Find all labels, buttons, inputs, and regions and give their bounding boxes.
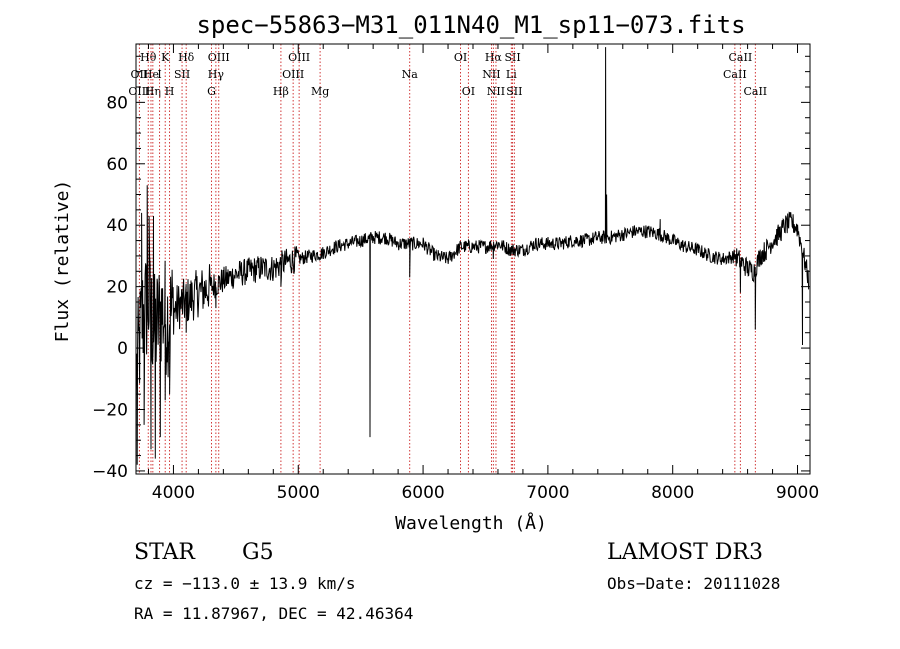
- x-tick-label: 5000: [277, 483, 320, 503]
- line-label: OI: [454, 51, 467, 64]
- line-label: SII: [174, 68, 190, 81]
- y-tick-label: −40: [92, 462, 128, 482]
- object-type: STAR: [134, 540, 195, 565]
- line-label: H: [165, 85, 175, 98]
- y-tick-label: −20: [92, 401, 128, 421]
- y-tick-label: 80: [106, 93, 128, 113]
- line-label: OIII: [208, 51, 230, 64]
- line-label: OI: [462, 85, 475, 98]
- chart-title: spec−55863−M31_011N40_M1_sp11−073.fits: [196, 11, 745, 39]
- y-tick-label: 20: [106, 278, 128, 298]
- line-label: Hβ: [273, 85, 289, 98]
- x-tick-label: 8000: [651, 483, 694, 503]
- line-label: OIII: [282, 68, 304, 81]
- y-tick-label: 60: [106, 155, 128, 175]
- line-label: Hγ: [208, 68, 225, 81]
- line-label: NII: [482, 68, 500, 81]
- sky-coordinates: RA = 11.87967, DEC = 42.46364: [134, 604, 414, 623]
- line-label: NII: [487, 85, 505, 98]
- line-label: CaII: [743, 85, 767, 98]
- y-tick-label: 0: [117, 339, 128, 359]
- axis-ticks: 4000 5000 6000 7000 8000 9000 −40 −20 0 20 40 60 80: [92, 44, 819, 503]
- line-label: SII: [506, 85, 522, 98]
- survey-name: LAMOST DR3: [607, 540, 763, 565]
- emission-line-markers: Hθ OII OIII He Hη K HI SII Hδ OIII Hγ G Hβ OIII OIII Mg…: [128, 44, 767, 474]
- plot-frame: [135, 43, 811, 475]
- x-tick-label: 7000: [526, 483, 569, 503]
- line-label: Mg: [311, 85, 329, 98]
- line-label: Hα: [485, 51, 503, 64]
- line-label: CaII: [723, 68, 747, 81]
- line-label: OIII: [288, 51, 310, 64]
- line-label: K: [161, 51, 170, 64]
- line-label: He: [143, 68, 159, 81]
- x-tick-label: 4000: [152, 483, 195, 503]
- y-axis-label: Flux (relative): [52, 180, 73, 343]
- line-label: Hδ: [178, 51, 195, 64]
- y-tick-label: 40: [106, 216, 128, 236]
- spectrum-line: [136, 47, 810, 465]
- line-label: Hθ: [140, 51, 157, 64]
- line-label: CaII: [729, 51, 753, 64]
- x-tick-label: 6000: [401, 483, 444, 503]
- line-label: Na: [402, 68, 419, 81]
- line-label: OII: [131, 68, 149, 81]
- line-label: SII: [504, 51, 520, 64]
- x-axis-label: Wavelength (Å): [395, 512, 547, 534]
- line-label: Hη: [145, 85, 161, 98]
- spectral-subclass: G5: [242, 540, 274, 565]
- observation-date: Obs−Date: 20111028: [607, 574, 781, 593]
- line-label: I: [157, 68, 161, 81]
- line-label: Li: [506, 68, 517, 81]
- line-label: OIII: [128, 85, 150, 98]
- line-label: G: [207, 85, 216, 98]
- x-tick-label: 9000: [776, 483, 819, 503]
- redshift-velocity: cz = −113.0 ± 13.9 km/s: [134, 574, 356, 593]
